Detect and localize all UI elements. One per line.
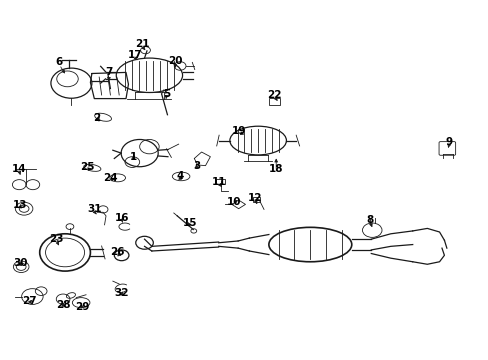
Text: 20: 20: [168, 56, 182, 66]
Text: 10: 10: [226, 197, 241, 207]
Text: 24: 24: [103, 173, 118, 183]
Text: 3: 3: [193, 161, 200, 171]
Text: 7: 7: [105, 67, 112, 77]
Text: 1: 1: [129, 152, 137, 162]
Text: 22: 22: [267, 90, 282, 100]
Text: 15: 15: [182, 218, 197, 228]
Text: 28: 28: [56, 300, 70, 310]
Text: 27: 27: [21, 296, 36, 306]
Text: 29: 29: [75, 302, 90, 312]
Text: 32: 32: [114, 288, 129, 298]
Text: 5: 5: [163, 89, 170, 99]
Text: 13: 13: [13, 200, 27, 210]
Text: 31: 31: [87, 204, 102, 215]
Text: 18: 18: [268, 164, 283, 174]
Text: 23: 23: [49, 234, 64, 244]
Text: 2: 2: [92, 113, 100, 123]
Text: 9: 9: [445, 138, 452, 147]
Text: 14: 14: [12, 164, 26, 174]
Text: 16: 16: [114, 213, 129, 222]
Text: 11: 11: [211, 177, 226, 187]
Text: 17: 17: [127, 50, 142, 60]
Text: 19: 19: [231, 126, 245, 135]
Text: 21: 21: [135, 39, 149, 49]
Text: 8: 8: [366, 215, 373, 225]
Text: 4: 4: [176, 171, 183, 181]
Text: 12: 12: [247, 193, 262, 203]
Text: 30: 30: [13, 258, 27, 268]
Text: 26: 26: [110, 247, 125, 257]
Text: 6: 6: [56, 57, 62, 67]
Text: 25: 25: [80, 162, 95, 172]
